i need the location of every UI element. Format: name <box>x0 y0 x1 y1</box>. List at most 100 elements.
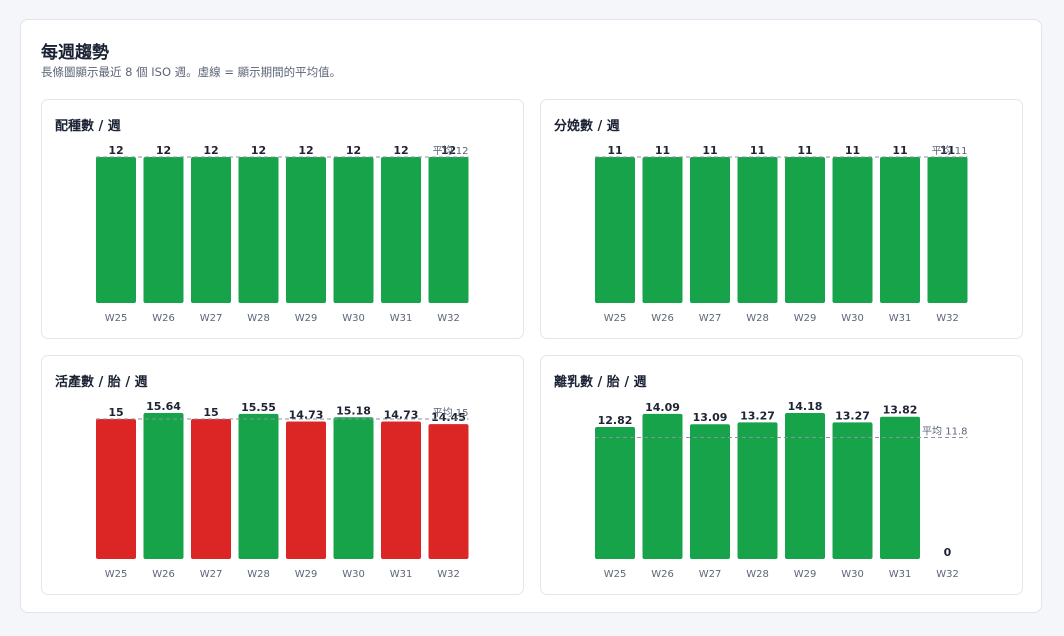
chart-breedings: 12 W25 12 W26 12 W27 12 W28 12 W29 12 W30 12 W31 12 W32… <box>96 144 469 324</box>
bar-W29 <box>785 413 825 559</box>
data-label-W30: 15.18 <box>336 404 371 417</box>
x-tick-W25: W25 <box>105 313 128 324</box>
bar-W26 <box>642 413 683 559</box>
bar-W32 <box>428 157 469 303</box>
data-label-W27: 12 <box>203 144 218 157</box>
bar-W25 <box>595 427 635 559</box>
data-label-W32: 14.45 <box>431 411 466 424</box>
data-label-W32: 11 <box>940 144 955 157</box>
bar-W30 <box>333 417 374 559</box>
bar-W29 <box>286 157 326 303</box>
data-label-W28: 13.27 <box>740 409 775 422</box>
x-tick-W29: W29 <box>295 569 318 580</box>
bar-W25 <box>595 157 635 303</box>
chart-title: 離乳數 / 胎 / 週 <box>554 375 647 390</box>
x-tick-W25: W25 <box>604 313 627 324</box>
x-tick-W32: W32 <box>437 569 460 580</box>
x-tick-W31: W31 <box>889 313 912 324</box>
chart-panel-weaned: 離乳數 / 胎 / 週 12.82 W25 14.09 W26 13.09 W27 13.2… <box>540 355 1023 595</box>
average-label: 平均 11 <box>932 145 968 157</box>
chart-live-born: 15 W25 15.64 W26 15 W27 15.55 W28 14.73 W29 15.18 W… <box>96 400 469 580</box>
data-label-W31: 13.82 <box>883 404 918 417</box>
data-label-W31: 11 <box>892 144 907 157</box>
x-tick-W30: W30 <box>841 313 864 324</box>
bar-W27 <box>191 157 231 303</box>
x-tick-W31: W31 <box>390 313 413 324</box>
bar-W30 <box>832 157 873 303</box>
data-label-W28: 12 <box>251 144 266 157</box>
bar-W27 <box>690 424 730 559</box>
bar-W25 <box>96 157 136 303</box>
chart-panel-breedings: 配種數 / 週 12 W25 12 W26 12 W27 12 W28 12 W29 12 W30 12… <box>41 99 524 339</box>
x-tick-W27: W27 <box>200 569 223 580</box>
bar-W30 <box>832 422 873 559</box>
bar-W26 <box>143 413 184 559</box>
x-tick-W29: W29 <box>794 569 817 580</box>
data-label-W25: 12 <box>108 144 123 157</box>
bar-W28 <box>737 157 778 303</box>
x-tick-W28: W28 <box>247 313 270 324</box>
data-label-W25: 12.82 <box>598 414 633 427</box>
chart-title: 活產數 / 胎 / 週 <box>55 375 148 390</box>
x-tick-W32: W32 <box>437 313 460 324</box>
data-label-W28: 11 <box>750 144 765 157</box>
data-label-W29: 12 <box>298 144 313 157</box>
bar-W27 <box>690 157 730 303</box>
page-subtitle: 長條圖顯示最近 8 個 ISO 週。虛線 = 顯示期間的平均值。 <box>41 65 342 79</box>
average-label: 平均 11.8 <box>922 426 967 438</box>
x-tick-W30: W30 <box>841 569 864 580</box>
bar-W31 <box>381 421 421 559</box>
chart-panel-farrowings: 分娩數 / 週 11 W25 11 W26 11 W27 11 W28 11 W29 11 W30 11… <box>540 99 1023 339</box>
x-tick-W26: W26 <box>152 313 175 324</box>
bar-W25 <box>96 418 136 559</box>
x-tick-W30: W30 <box>342 569 365 580</box>
bar-W31 <box>381 157 421 303</box>
data-label-W26: 12 <box>156 144 171 157</box>
x-tick-W27: W27 <box>699 313 722 324</box>
x-tick-W28: W28 <box>746 313 769 324</box>
data-label-W29: 14.73 <box>289 408 324 421</box>
data-label-W32: 0 <box>944 546 952 559</box>
average-label: 平均 15 <box>433 407 469 419</box>
data-label-W27: 15 <box>203 406 218 419</box>
data-label-W28: 15.55 <box>241 401 276 414</box>
data-label-W27: 11 <box>702 144 717 157</box>
data-label-W30: 11 <box>845 144 860 157</box>
data-label-W30: 12 <box>346 144 361 157</box>
data-label-W25: 15 <box>108 406 123 419</box>
page-title: 每週趨勢 <box>41 43 109 63</box>
x-tick-W28: W28 <box>746 569 769 580</box>
x-tick-W25: W25 <box>604 569 627 580</box>
x-tick-W30: W30 <box>342 313 365 324</box>
data-label-W32: 12 <box>441 144 456 157</box>
x-tick-W26: W26 <box>651 569 674 580</box>
bar-W30 <box>333 157 374 303</box>
bar-W31 <box>880 416 920 559</box>
x-tick-W27: W27 <box>699 569 722 580</box>
chart-panel-live-born: 活產數 / 胎 / 週 15 W25 15.64 W26 15 W27 15.55 W28 14… <box>41 355 524 595</box>
chart-title: 配種數 / 週 <box>55 119 121 134</box>
data-label-W29: 11 <box>797 144 812 157</box>
bar-W26 <box>642 157 683 303</box>
data-label-W30: 13.27 <box>835 409 870 422</box>
data-label-W31: 12 <box>393 144 408 157</box>
bar-W27 <box>191 418 231 559</box>
data-label-W26: 11 <box>655 144 670 157</box>
data-label-W26: 15.64 <box>146 400 181 413</box>
data-label-W27: 13.09 <box>693 411 728 424</box>
data-label-W25: 11 <box>607 144 622 157</box>
x-tick-W31: W31 <box>889 569 912 580</box>
bar-W28 <box>238 157 279 303</box>
bar-W29 <box>785 157 825 303</box>
bar-W28 <box>238 413 279 559</box>
bar-W31 <box>880 157 920 303</box>
average-label: 平均 12 <box>433 145 469 157</box>
data-label-W26: 14.09 <box>645 401 680 414</box>
x-tick-W29: W29 <box>295 313 318 324</box>
chart-farrowings: 11 W25 11 W26 11 W27 11 W28 11 W29 11 W30 11 W31 11 W32… <box>595 144 968 324</box>
chart-weaned: 12.82 W25 14.09 W26 13.09 W27 13.27 W28 14.18 W29… <box>595 400 968 580</box>
x-tick-W31: W31 <box>390 569 413 580</box>
bar-W26 <box>143 157 184 303</box>
bar-W28 <box>737 422 778 559</box>
x-tick-W32: W32 <box>936 313 959 324</box>
